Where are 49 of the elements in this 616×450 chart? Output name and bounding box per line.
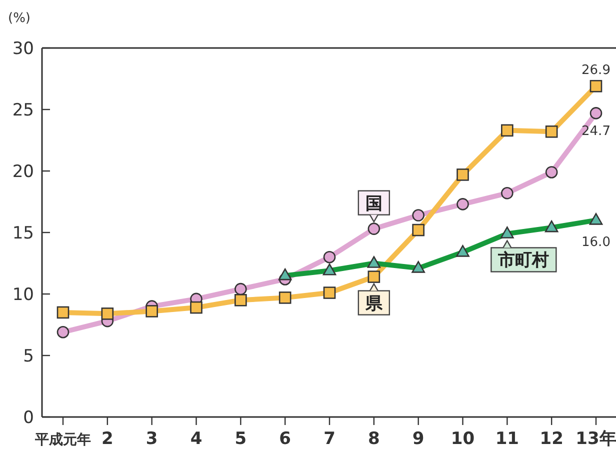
- x-tick-label: 2: [101, 429, 114, 449]
- x-tick-label: 6: [279, 429, 292, 449]
- point: [545, 166, 558, 178]
- point: [590, 80, 602, 92]
- x-tick-label: 9: [412, 429, 424, 449]
- point: [323, 250, 336, 264]
- point: [368, 222, 380, 235]
- point: [412, 224, 424, 236]
- point: [278, 292, 292, 304]
- x-tick-label: 4: [190, 429, 202, 449]
- x-tick-label: 8: [368, 429, 380, 449]
- y-tick-label: 0: [23, 408, 34, 428]
- point: [146, 305, 158, 318]
- point: [56, 326, 70, 338]
- series-label: 市町村: [497, 250, 550, 271]
- x-tick-label: 3: [146, 429, 158, 449]
- y-tick-label: 25: [12, 100, 34, 120]
- y-tick-label: 10: [12, 285, 34, 305]
- point: [101, 308, 114, 320]
- x-tick-label: 平成元年: [34, 432, 91, 448]
- y-tick-label: 20: [12, 162, 34, 182]
- data-label: 26.9: [582, 63, 610, 78]
- series-label: 県: [364, 294, 384, 314]
- point: [412, 209, 424, 222]
- x-tick-label: 12: [540, 429, 564, 449]
- point: [368, 270, 380, 283]
- series-label: 国: [365, 194, 382, 214]
- x-tick-label: 13年: [576, 429, 616, 449]
- x-tick-label: 5: [234, 429, 247, 449]
- point: [501, 186, 514, 200]
- x-tick-label: 10: [450, 429, 475, 449]
- x-tick-label: 7: [324, 429, 336, 449]
- y-tick-label: 15: [12, 224, 34, 244]
- x-tick-label: 11: [495, 429, 520, 449]
- point: [234, 282, 247, 296]
- point: [456, 198, 469, 210]
- point: [545, 125, 558, 138]
- data-label: 24.7: [582, 124, 610, 140]
- point: [234, 294, 247, 306]
- data-label: 16.0: [582, 235, 610, 250]
- point: [323, 286, 336, 299]
- point: [56, 306, 70, 319]
- point: [590, 107, 602, 120]
- point: [501, 124, 514, 137]
- y-axis-title: (%): [8, 11, 30, 26]
- point: [456, 168, 469, 181]
- y-tick-label: 30: [12, 39, 34, 59]
- y-tick-label: 5: [23, 346, 34, 366]
- point: [190, 301, 202, 314]
